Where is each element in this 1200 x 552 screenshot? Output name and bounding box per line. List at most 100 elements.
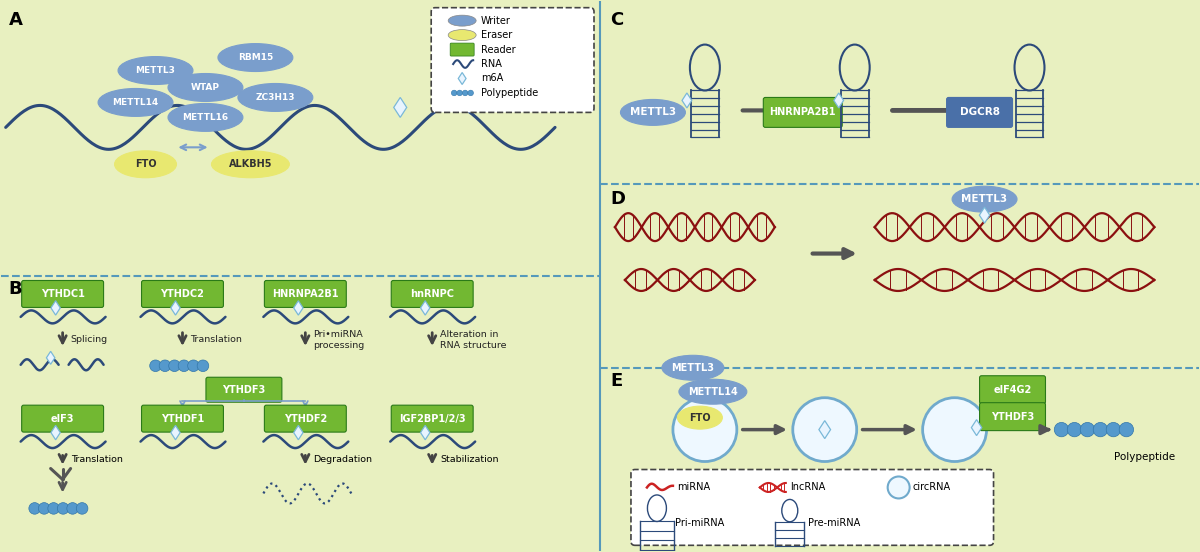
Text: FTO: FTO: [134, 160, 156, 169]
Ellipse shape: [114, 151, 176, 178]
Polygon shape: [971, 420, 982, 436]
Text: METTL14: METTL14: [688, 387, 738, 397]
FancyBboxPatch shape: [947, 98, 1013, 128]
Text: DGCR8: DGCR8: [960, 108, 1000, 118]
Text: Writer: Writer: [481, 15, 511, 25]
Text: Polypeptide: Polypeptide: [1114, 452, 1175, 461]
Ellipse shape: [118, 56, 193, 84]
Circle shape: [451, 90, 457, 95]
Text: RNA: RNA: [481, 59, 502, 69]
Text: IGF2BP1/2/3: IGF2BP1/2/3: [398, 413, 466, 423]
Circle shape: [48, 503, 60, 514]
Text: Eraser: Eraser: [481, 30, 512, 40]
Text: METTL3: METTL3: [630, 108, 676, 118]
Polygon shape: [170, 426, 180, 440]
Polygon shape: [47, 351, 55, 364]
Text: Translation: Translation: [191, 335, 242, 344]
Ellipse shape: [218, 44, 293, 72]
Ellipse shape: [448, 30, 476, 41]
Ellipse shape: [662, 355, 724, 380]
Text: miRNA: miRNA: [677, 482, 710, 492]
Text: Reader: Reader: [481, 45, 516, 55]
Circle shape: [150, 360, 161, 371]
Text: Splicing: Splicing: [71, 335, 108, 344]
Polygon shape: [294, 301, 304, 315]
Polygon shape: [50, 426, 60, 440]
Circle shape: [178, 360, 190, 371]
Text: YTHDC2: YTHDC2: [161, 289, 204, 299]
Polygon shape: [170, 301, 180, 315]
FancyBboxPatch shape: [979, 376, 1045, 404]
FancyBboxPatch shape: [22, 280, 103, 307]
FancyBboxPatch shape: [264, 280, 347, 307]
Circle shape: [462, 90, 468, 95]
Text: Polypeptide: Polypeptide: [481, 88, 539, 98]
Polygon shape: [420, 301, 430, 315]
Ellipse shape: [168, 103, 242, 131]
Circle shape: [29, 503, 41, 514]
Text: WTAP: WTAP: [191, 83, 220, 92]
Text: Pre-miRNA: Pre-miRNA: [808, 518, 860, 528]
Circle shape: [457, 90, 462, 95]
Circle shape: [38, 503, 50, 514]
Circle shape: [793, 397, 857, 461]
Text: circRNA: circRNA: [913, 482, 950, 492]
Circle shape: [197, 360, 209, 371]
Circle shape: [1067, 422, 1081, 437]
Polygon shape: [979, 207, 990, 223]
Circle shape: [1120, 422, 1134, 437]
FancyBboxPatch shape: [391, 280, 473, 307]
Text: Pri-miRNA: Pri-miRNA: [674, 518, 724, 528]
Text: eIF3: eIF3: [50, 413, 74, 423]
Text: YTHDF2: YTHDF2: [283, 413, 326, 423]
Text: Pri•miRNA
processing: Pri•miRNA processing: [313, 330, 365, 350]
Polygon shape: [420, 426, 430, 440]
Text: METTL3: METTL3: [671, 363, 714, 373]
Text: A: A: [8, 10, 23, 29]
Ellipse shape: [679, 379, 746, 404]
Ellipse shape: [211, 151, 289, 178]
Circle shape: [67, 503, 78, 514]
Text: Translation: Translation: [71, 455, 122, 464]
Text: lncRNA: lncRNA: [790, 482, 826, 492]
Polygon shape: [458, 72, 466, 84]
Text: C: C: [610, 10, 623, 29]
Circle shape: [1080, 422, 1094, 437]
Text: RBM15: RBM15: [238, 53, 274, 62]
FancyBboxPatch shape: [431, 8, 594, 113]
Circle shape: [673, 397, 737, 461]
Text: Stabilization: Stabilization: [440, 455, 499, 464]
FancyBboxPatch shape: [206, 377, 282, 402]
Text: YTHDF3: YTHDF3: [991, 412, 1034, 422]
Polygon shape: [294, 426, 304, 440]
Circle shape: [1055, 422, 1069, 437]
Text: HNRNPA2B1: HNRNPA2B1: [769, 108, 836, 118]
Text: B: B: [8, 280, 23, 298]
Text: YTHDF3: YTHDF3: [222, 385, 265, 395]
Text: m6A: m6A: [481, 73, 503, 83]
Text: YTHDC1: YTHDC1: [41, 289, 84, 299]
Text: hnRNPC: hnRNPC: [410, 289, 454, 299]
Circle shape: [169, 360, 180, 371]
Circle shape: [923, 397, 986, 461]
Ellipse shape: [98, 88, 173, 116]
Circle shape: [1093, 422, 1108, 437]
FancyBboxPatch shape: [631, 470, 994, 545]
FancyBboxPatch shape: [391, 405, 473, 432]
Text: ZC3H13: ZC3H13: [256, 93, 295, 102]
Ellipse shape: [168, 73, 242, 102]
Text: FTO: FTO: [689, 413, 710, 423]
Text: E: E: [610, 371, 623, 390]
Ellipse shape: [448, 15, 476, 26]
Text: YTHDF1: YTHDF1: [161, 413, 204, 423]
FancyBboxPatch shape: [22, 405, 103, 432]
Ellipse shape: [678, 406, 722, 429]
FancyBboxPatch shape: [142, 405, 223, 432]
Circle shape: [160, 360, 170, 371]
Circle shape: [888, 476, 910, 498]
FancyBboxPatch shape: [142, 280, 223, 307]
Text: METTL16: METTL16: [182, 113, 228, 122]
Text: D: D: [610, 190, 625, 208]
FancyBboxPatch shape: [763, 98, 842, 128]
Polygon shape: [818, 421, 830, 439]
